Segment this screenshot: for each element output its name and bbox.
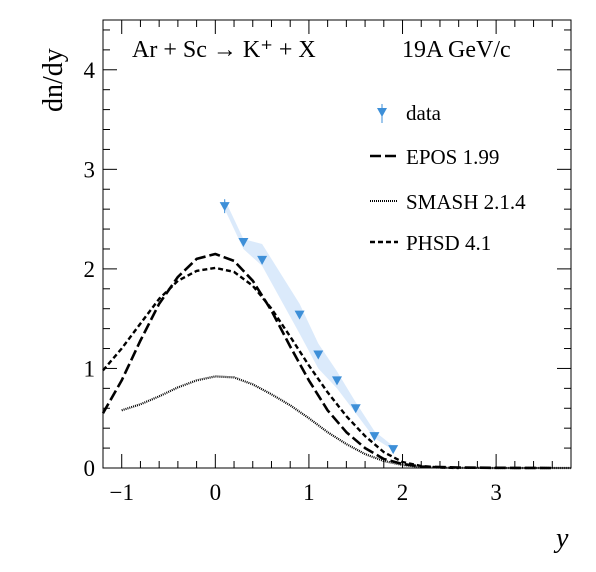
legend-entry-data: data: [377, 101, 442, 125]
x-axis-label: y: [553, 523, 569, 554]
chart-title: Ar + Sc → K⁺ + X: [132, 37, 316, 63]
data-point: [369, 432, 380, 442]
legend-label-smash: SMASH 2.1.4: [406, 190, 526, 214]
y-tick-label: 3: [84, 157, 96, 182]
data-point: [388, 445, 399, 455]
plot-frame: [102, 19, 572, 469]
legend-entry-phsd: PHSD 4.1: [370, 231, 491, 255]
data-point-marker: [257, 255, 268, 265]
y-tick-label: 2: [84, 257, 96, 282]
chart-subtitle: 19A GeV/c: [402, 37, 511, 63]
data-point-marker: [388, 445, 399, 455]
data-point: [219, 199, 230, 214]
data-point: [313, 350, 324, 360]
x-tick-label: −1: [109, 480, 133, 505]
y-tick-label: 0: [84, 456, 96, 481]
data-point-marker: [294, 310, 305, 320]
y-tick-label: 4: [84, 58, 96, 83]
data-point: [332, 376, 342, 386]
x-tick-label: 1: [303, 480, 315, 505]
uncertainty-band-layer: [224, 199, 394, 451]
legend-label-data: data: [406, 101, 442, 125]
data-point-marker: [313, 350, 324, 360]
y-axis-label: dn/dy: [38, 48, 69, 112]
legend-label-phsd: PHSD 4.1: [406, 231, 491, 255]
data-point-marker: [369, 432, 380, 442]
data-point: [350, 404, 361, 414]
y-tick-label: 1: [84, 356, 96, 381]
data-point: [238, 238, 249, 248]
x-tick-label: 3: [490, 480, 502, 505]
legend-entry-epos: EPOS 1.99: [370, 145, 499, 169]
legend-entry-smash: SMASH 2.1.4: [370, 190, 526, 214]
data-point-marker: [238, 238, 249, 248]
legend: data EPOS 1.99 SMASH 2.1.4 PHSD 4.1: [370, 101, 526, 255]
data-points-layer: [219, 199, 399, 455]
legend-label-epos: EPOS 1.99: [406, 145, 499, 169]
data-point: [294, 310, 305, 320]
data-point: [257, 255, 268, 265]
data-point-marker: [332, 376, 342, 386]
series-line-smash-2-1-4: [121, 375, 571, 470]
x-tick-label: 2: [397, 480, 409, 505]
series-line-epos-1-99: [101, 252, 553, 470]
model-curves-layer: [101, 252, 571, 470]
axes-layer: −1 0 1 2 3 0 1 2 3 4: [84, 20, 572, 505]
data-uncertainty-band: [224, 199, 394, 451]
x-tick-label: 0: [210, 480, 222, 505]
data-point-marker: [219, 202, 230, 212]
data-point-marker: [350, 404, 361, 414]
